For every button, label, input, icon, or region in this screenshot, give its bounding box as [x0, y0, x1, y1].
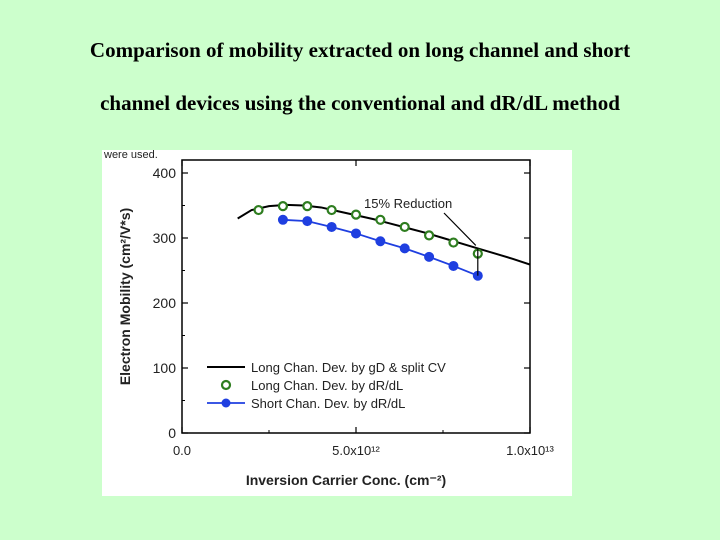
series-2-point: [375, 236, 386, 247]
y-axis-label: Electron Mobility (cm²/V*s): [117, 208, 133, 385]
series-2-point: [424, 251, 435, 262]
legend-label-0: Long Chan. Dev. by gD & split CV: [251, 360, 446, 375]
series-1-point: [253, 204, 264, 216]
mobility-chart-figure: were used. 0 100 200 300 400 0.0 5.0x10¹² 1.0x10…: [102, 150, 572, 496]
slide-title-line-2: channel devices using the conventional a…: [100, 91, 620, 115]
series-2-point: [277, 214, 288, 225]
series-2-point: [351, 228, 361, 239]
slide-title-line-1: Comparison of mobility extracted on long…: [89, 38, 631, 62]
series-2-point: [302, 216, 313, 227]
series-1-point: [399, 221, 410, 233]
series-1-point: [350, 209, 362, 220]
x-tick-label: 1.0x10¹³: [506, 443, 554, 458]
y-tick-label: 300: [153, 230, 177, 246]
annotation-arrow: [443, 212, 477, 246]
series-line-0: [237, 203, 530, 266]
y-tick-label: 200: [153, 295, 177, 311]
series-2-point: [326, 221, 337, 232]
series-1-point: [326, 204, 337, 216]
y-tick-label: 100: [153, 360, 177, 376]
series-2-point: [448, 260, 459, 271]
annotation-label: 15% Reduction: [364, 196, 452, 211]
series-line-2: [282, 218, 479, 277]
y-tick-label: 400: [153, 165, 177, 181]
series-1-point: [302, 201, 313, 212]
x-tick-label: 5.0x10¹²: [332, 443, 380, 458]
y-tick-label: 0: [168, 425, 176, 441]
mobility-chart: were used. 0 100 200 300 400 0.0 5.0x10¹² 1.0x10…: [103, 150, 555, 488]
x-tick-label: 0.0: [173, 443, 191, 458]
legend-label-1: Long Chan. Dev. by dR/dL: [251, 378, 403, 393]
series-1-point: [277, 201, 289, 212]
series-2-point: [399, 243, 410, 254]
legend-marker-1: [220, 379, 232, 391]
series-1-point: [423, 230, 435, 241]
series-1-point: [375, 214, 386, 225]
legend-label-2: Short Chan. Dev. by dR/dL: [251, 396, 405, 411]
legend-marker-2: [221, 398, 231, 408]
x-axis-label: Inversion Carrier Conc. (cm⁻²): [246, 472, 446, 488]
series-1-point: [448, 237, 459, 248]
cropped-caption: were used.: [103, 150, 158, 161]
